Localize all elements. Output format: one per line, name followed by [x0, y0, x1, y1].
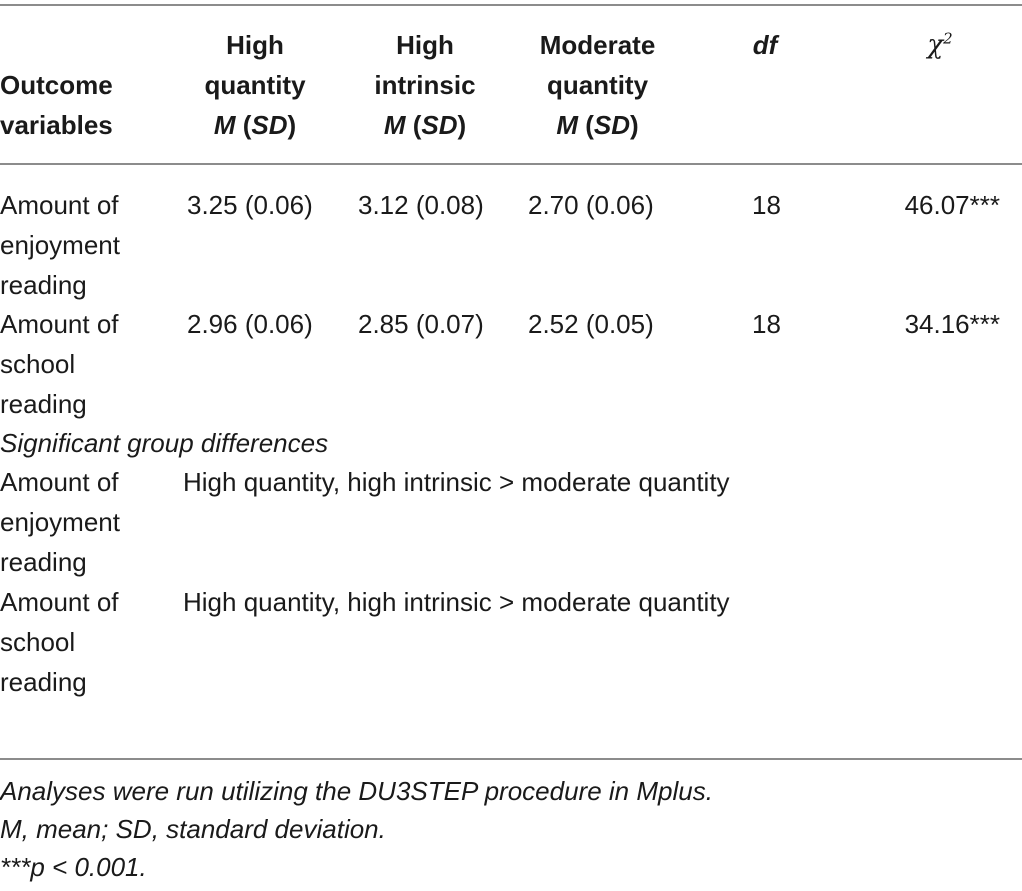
sd-symbol: SD: [421, 110, 458, 140]
diff-text: High quantity, high intrinsic > moderate…: [183, 467, 730, 497]
chi-symbol: χ: [927, 30, 944, 60]
mean-symbol: M: [556, 110, 578, 140]
row-label-school: Amount of school reading: [0, 304, 119, 424]
diff-label-enjoyment: Amount of enjoyment reading: [0, 462, 120, 582]
cell-moderate-quantity: 2.52 (0.05): [528, 309, 654, 339]
footnote-abbreviations: M, mean; SD, standard deviation.: [0, 814, 386, 844]
row-label-enjoyment: Amount of enjoyment reading: [0, 185, 120, 305]
row-label-line: reading: [0, 547, 87, 577]
header-col2-line2: intrinsic: [374, 70, 476, 100]
cell-moderate-quantity: 2.70 (0.06): [528, 190, 654, 220]
row-label-line: reading: [0, 389, 87, 419]
header-col3-line2: quantity: [546, 70, 649, 100]
section-title: Significant group differences: [0, 428, 329, 458]
row-label-line: enjoyment: [0, 230, 120, 260]
header-col3-line1: Moderate: [539, 30, 656, 60]
cell-chi-square: 46.07***: [904, 190, 1000, 220]
footnote-significance: ***p < 0.001.: [0, 852, 147, 882]
cell-high-quantity: 2.96 (0.06): [187, 309, 313, 339]
header-col1-stat: M (SD): [213, 110, 297, 140]
mean-symbol: M: [213, 110, 236, 140]
header-high-intrinsic: High intrinsic M (SD): [350, 25, 500, 145]
row-label-line: Amount of: [0, 309, 119, 339]
mean-symbol: M: [383, 110, 406, 140]
header-chi-square: χ2: [920, 25, 960, 65]
cell-df: 18: [752, 190, 781, 220]
header-outcome-line1: Outcome: [0, 70, 113, 100]
cell-chi-square: 34.16***: [904, 309, 1000, 339]
header-moderate-quantity: Moderate quantity M (SD): [515, 25, 680, 145]
sd-symbol: SD: [251, 110, 288, 140]
header-col2-line1: High: [396, 30, 454, 60]
cell-high-intrinsic: 2.85 (0.07): [358, 309, 484, 339]
footnote-procedure: Analyses were run utilizing the DU3STEP …: [0, 776, 713, 806]
row-label-line: school: [0, 349, 76, 379]
row-label-line: reading: [0, 270, 87, 300]
row-label-line: school: [0, 627, 76, 657]
row-label-line: enjoyment: [0, 507, 120, 537]
cell-high-intrinsic: 3.12 (0.08): [358, 190, 484, 220]
cell-high-quantity: 3.25 (0.06): [187, 190, 313, 220]
header-col2-stat: M (SD): [383, 110, 467, 140]
top-rule: [0, 4, 1022, 6]
row-label-line: reading: [0, 667, 87, 697]
cell-df: 18: [752, 309, 781, 339]
header-col3-stat: M (SD): [556, 110, 639, 140]
sd-symbol: SD: [593, 110, 630, 140]
header-outcome: Outcome variables: [0, 65, 113, 145]
diff-label-school: Amount of school reading: [0, 582, 119, 702]
header-high-quantity: High quantity M (SD): [180, 25, 330, 145]
row-label-line: Amount of: [0, 467, 119, 497]
header-rule: [0, 163, 1022, 165]
header-col1-line1: High: [226, 30, 284, 60]
row-label-line: Amount of: [0, 190, 119, 220]
row-label-line: Amount of: [0, 587, 119, 617]
header-col1-line2: quantity: [204, 70, 306, 100]
chi-superscript: 2: [943, 29, 953, 48]
header-df: df: [752, 30, 778, 60]
bottom-rule: [0, 758, 1022, 760]
header-outcome-line2: variables: [0, 110, 113, 140]
diff-text: High quantity, high intrinsic > moderate…: [183, 587, 730, 617]
